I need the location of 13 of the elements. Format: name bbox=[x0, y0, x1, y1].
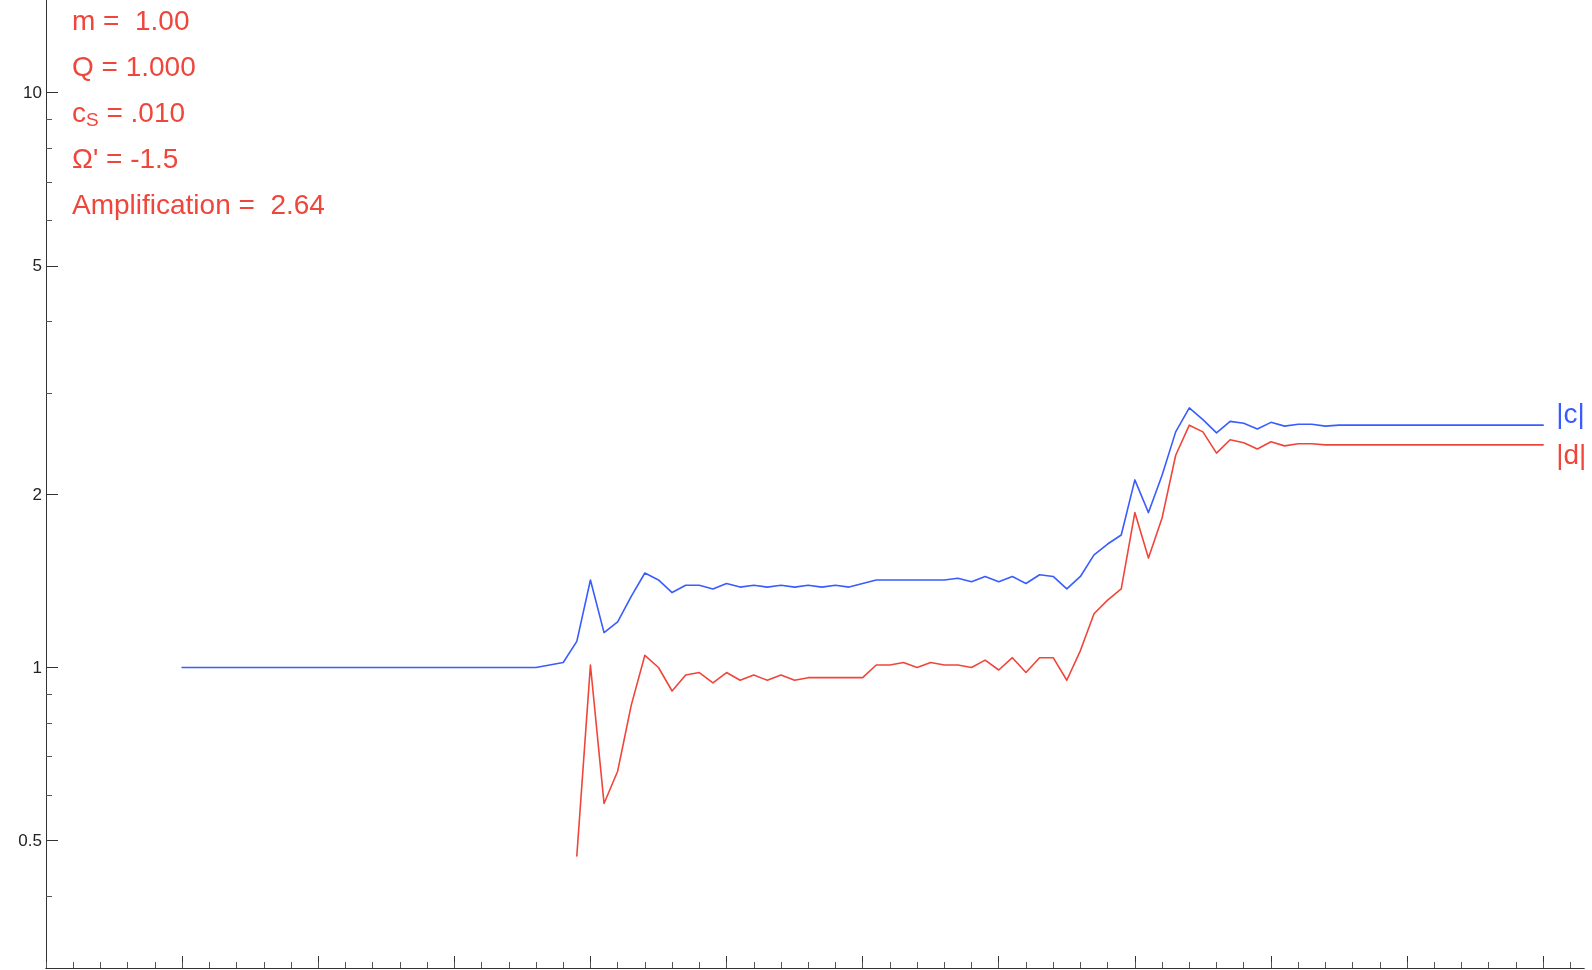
annotation: m = 1.00 bbox=[72, 4, 190, 36]
y-tick-label: 1 bbox=[32, 657, 42, 677]
line-series bbox=[181, 407, 1544, 669]
y-tick-label: 2 bbox=[32, 484, 42, 504]
annotation: Ω' = -1.5 bbox=[72, 142, 179, 174]
annotation: Amplification = 2.64 bbox=[72, 188, 325, 220]
series-label: |c| bbox=[1556, 397, 1585, 429]
line-series bbox=[576, 424, 1544, 857]
series-label: |d| bbox=[1556, 439, 1587, 471]
y-tick-label: 5 bbox=[32, 256, 42, 276]
y-tick-label: 10 bbox=[23, 83, 42, 103]
annotation: Q = 1.000 bbox=[72, 50, 196, 82]
y-tick-label: 0.5 bbox=[18, 831, 42, 850]
